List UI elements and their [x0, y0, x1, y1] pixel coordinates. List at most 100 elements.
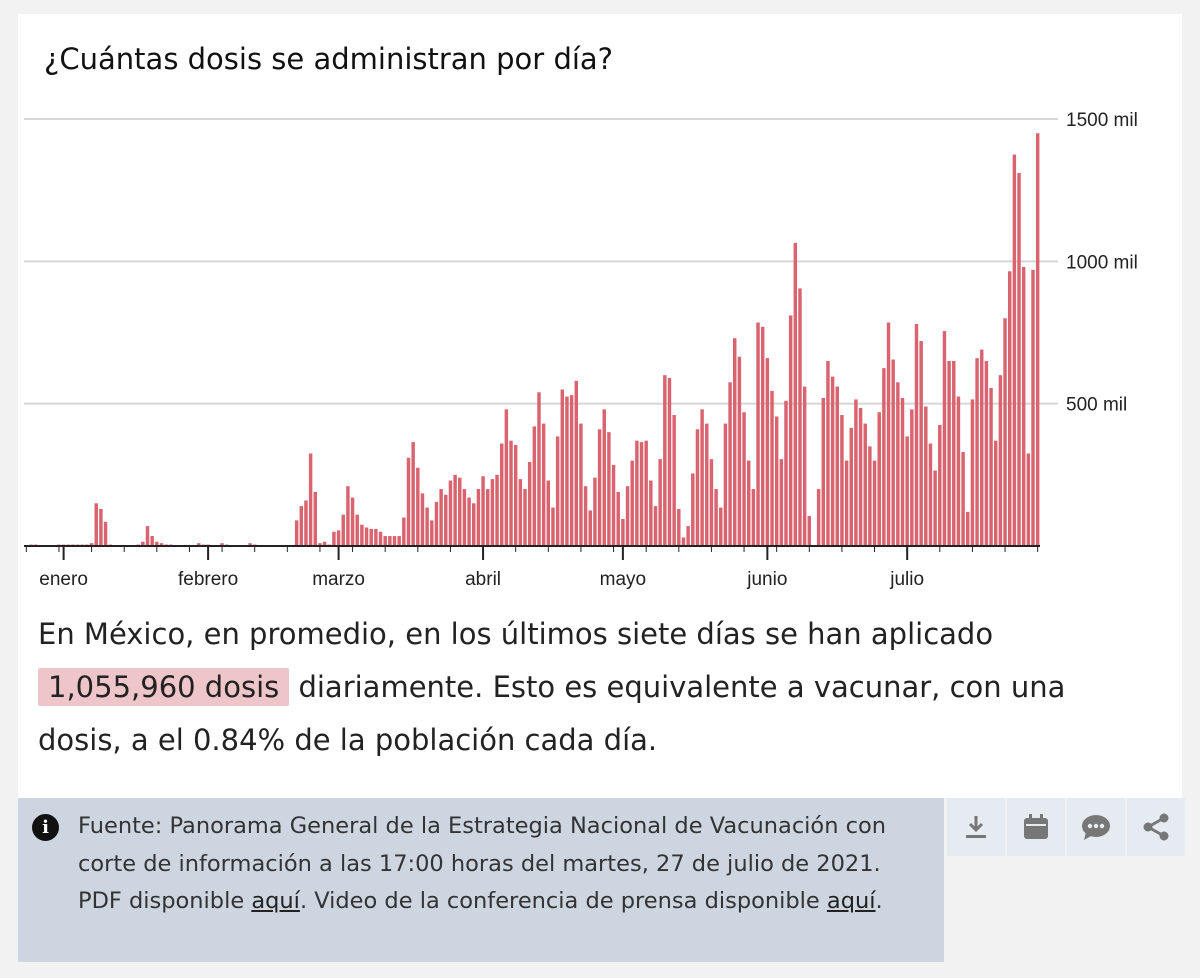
daily-doses-bar	[420, 493, 425, 546]
daily-doses-bar	[1035, 133, 1040, 546]
daily-doses-bar	[691, 473, 695, 546]
source-text: Fuente: Panorama General de la Estrategi…	[78, 813, 887, 914]
daily-doses-bar	[933, 470, 937, 546]
daily-doses-bar	[989, 388, 993, 546]
daily-doses-bar	[336, 530, 341, 546]
summary-paragraph: En México, en promedio, en los últimos s…	[38, 608, 1158, 767]
daily-doses-bar	[99, 508, 103, 546]
daily-doses-bar	[816, 489, 821, 546]
daily-doses-bar	[807, 516, 812, 546]
daily-doses-bar	[588, 510, 592, 546]
daily-doses-bar	[346, 486, 350, 546]
daily-doses-bar	[597, 429, 602, 546]
daily-doses-bar	[826, 360, 830, 546]
daily-doses-bar	[527, 462, 532, 546]
y-tick-label: 1500 mil	[1066, 110, 1138, 131]
x-tick-label: julio	[889, 569, 924, 590]
daily-doses-bar	[308, 453, 313, 546]
calendar-button[interactable]	[1007, 798, 1065, 856]
pdf-link[interactable]: aquí	[251, 888, 300, 914]
daily-doses-bar	[742, 412, 746, 546]
comment-button[interactable]	[1067, 798, 1125, 856]
daily-doses-bar	[481, 476, 485, 546]
download-button[interactable]	[947, 798, 1005, 856]
daily-doses-bar	[882, 368, 886, 546]
daily-doses-bar	[835, 386, 839, 546]
daily-doses-bar	[574, 380, 579, 546]
daily-doses-bar	[374, 528, 378, 546]
daily-doses-bar	[858, 407, 863, 546]
x-tick-label: enero	[39, 569, 88, 590]
daily-doses-bar	[733, 338, 737, 546]
daily-doses-bar	[472, 503, 476, 546]
daily-doses-bar	[434, 501, 439, 546]
daily-doses-bar	[993, 440, 998, 546]
daily-doses-bar	[425, 507, 429, 546]
daily-doses-bar	[579, 423, 583, 546]
daily-doses-bar	[737, 356, 742, 546]
daily-doses-bar	[439, 489, 443, 546]
summary-text-end: diariamente. Esto es equivalente a vacun…	[38, 670, 1066, 757]
daily-doses-bar	[537, 392, 541, 546]
daily-doses-bar	[360, 524, 364, 546]
daily-doses-bar	[672, 415, 676, 546]
daily-doses-bar	[751, 489, 756, 546]
chart-title: ¿Cuántas dosis se administran por día?	[44, 42, 614, 76]
daily-doses-bar	[630, 460, 634, 546]
y-tick-label: 1000 mil	[1066, 252, 1138, 273]
daily-doses-bar	[555, 436, 560, 546]
daily-doses-bar-chart: 500 mil 1000 mil 1500 mil enero febrero marzo…	[24, 110, 1138, 590]
daily-doses-bar	[784, 400, 788, 546]
daily-doses-bar	[350, 497, 355, 546]
daily-doses-bar	[658, 459, 662, 546]
daily-doses-bar	[490, 479, 495, 546]
daily-doses-bar	[840, 415, 844, 546]
daily-doses-bar	[695, 429, 700, 546]
daily-doses-bar	[145, 526, 150, 546]
daily-doses-bar	[444, 494, 448, 546]
daily-doses-bar	[532, 426, 537, 546]
daily-doses-bar	[998, 375, 1003, 546]
daily-doses-bar	[523, 489, 527, 546]
daily-doses-bar	[1012, 154, 1017, 547]
daily-doses-bar	[448, 480, 453, 546]
daily-doses-bar	[94, 503, 98, 546]
daily-doses-bar	[830, 376, 835, 546]
daily-doses-bar	[770, 390, 774, 546]
video-link[interactable]: aquí	[826, 888, 876, 914]
share-button[interactable]	[1127, 798, 1185, 856]
daily-doses-bar	[919, 341, 923, 546]
daily-doses-bar	[220, 543, 224, 546]
daily-doses-bar	[509, 440, 513, 546]
daily-doses-bar	[369, 528, 373, 546]
daily-doses-bar	[141, 541, 145, 546]
daily-doses-bar	[896, 382, 900, 546]
daily-doses-bar	[663, 375, 667, 546]
daily-doses-bar	[150, 536, 154, 546]
daily-doses-bar	[476, 489, 481, 546]
daily-doses-bar	[910, 409, 914, 546]
daily-doses-bar	[635, 440, 639, 546]
daily-doses-bar	[406, 457, 411, 546]
daily-doses-bar	[649, 480, 653, 546]
daily-doses-bar	[607, 432, 611, 546]
daily-doses-bar	[774, 416, 779, 546]
action-bar	[947, 798, 1185, 856]
daily-doses-bar	[402, 517, 406, 546]
daily-doses-bar	[155, 541, 159, 546]
daily-doses-bar	[956, 396, 961, 546]
daily-doses-bar	[248, 543, 252, 546]
source-text-end: .	[875, 888, 883, 914]
daily-doses-bar	[947, 360, 951, 546]
daily-doses-bar	[1017, 173, 1021, 546]
daily-doses-bar	[411, 442, 415, 546]
daily-doses-bar	[700, 409, 704, 546]
daily-doses-bar	[159, 543, 164, 546]
daily-doses-bar	[453, 474, 457, 546]
daily-doses-bar	[341, 514, 345, 546]
daily-doses-bar	[788, 315, 793, 546]
daily-doses-bar	[719, 507, 723, 546]
daily-doses-bar	[565, 396, 569, 546]
daily-doses-bar	[462, 489, 467, 546]
daily-doses-bar	[849, 427, 853, 546]
